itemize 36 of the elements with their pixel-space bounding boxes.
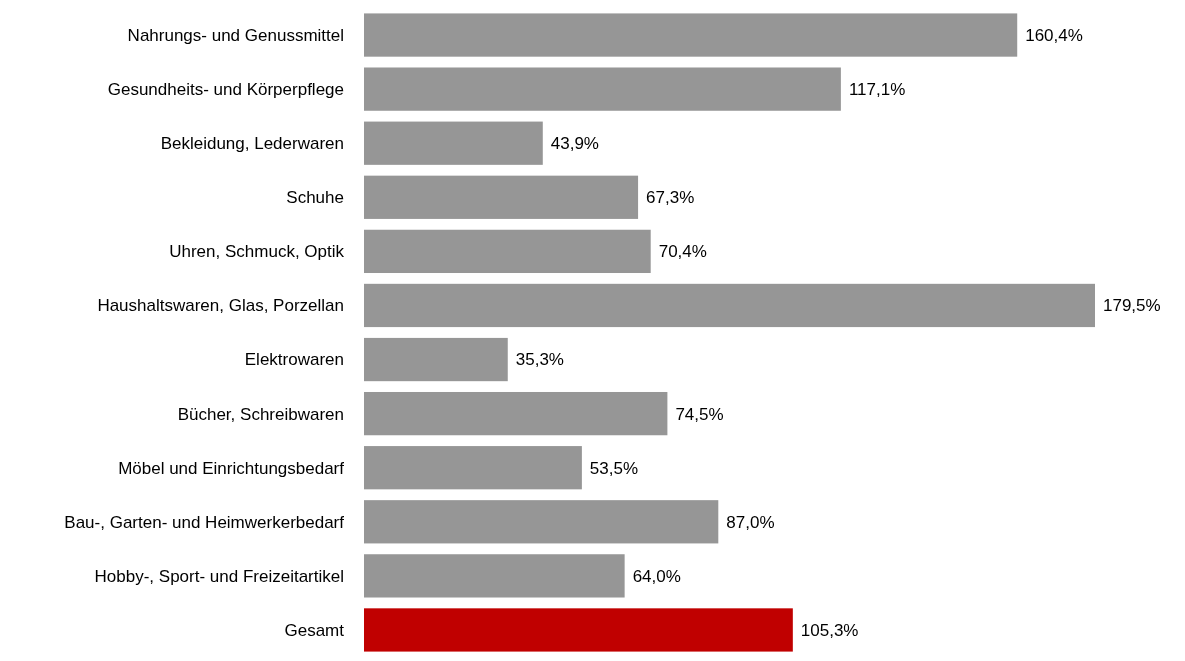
y-tick-label: Nahrungs- und Genussmittel	[127, 25, 344, 45]
data-label: 43,9%	[550, 134, 599, 154]
y-tick-label: Bau-, Garten- und Heimwerkerbedarf	[64, 512, 345, 532]
data-label: 35,3%	[515, 350, 564, 370]
data-label: 74,5%	[675, 404, 724, 424]
data-label: 87,0%	[726, 512, 775, 532]
y-tick-label: Schuhe	[286, 188, 344, 208]
bar	[364, 283, 1095, 328]
y-tick-label: Bekleidung, Lederwaren	[160, 134, 344, 154]
data-label: 53,5%	[589, 458, 639, 478]
data-label: 105,3%	[800, 620, 859, 640]
data-label: 67,3%	[646, 188, 695, 208]
bar	[364, 337, 508, 382]
data-label: 117,1%	[848, 80, 906, 100]
bar	[364, 13, 1018, 57]
bar	[364, 229, 651, 274]
y-tick-label: Bücher, Schreibwaren	[177, 404, 344, 424]
y-tick-label: Uhren, Schmuck, Optik	[169, 242, 345, 262]
bar	[364, 67, 841, 111]
data-label: 64,0%	[632, 566, 681, 586]
y-tick-label: Elektrowaren	[244, 350, 344, 370]
y-tick-label: Möbel und Einrichtungsbedarf	[118, 458, 345, 478]
data-label: 70,4%	[658, 242, 707, 262]
bar	[364, 175, 639, 219]
bar	[364, 446, 582, 490]
y-tick-label: Gesundheits- und Körperpflege	[107, 80, 344, 100]
data-label: 179,5%	[1103, 296, 1161, 316]
bar	[364, 391, 668, 436]
data-label: 160,4%	[1025, 25, 1083, 45]
y-tick-label: Gesamt	[284, 620, 345, 640]
bar	[364, 500, 719, 544]
bar	[364, 554, 625, 598]
y-tick-label: Hobby-, Sport- und Freizeitartikel	[94, 566, 344, 586]
bar	[364, 121, 543, 165]
bar	[364, 608, 793, 652]
y-tick-label: Haushaltswaren, Glas, Porzellan	[97, 296, 344, 316]
